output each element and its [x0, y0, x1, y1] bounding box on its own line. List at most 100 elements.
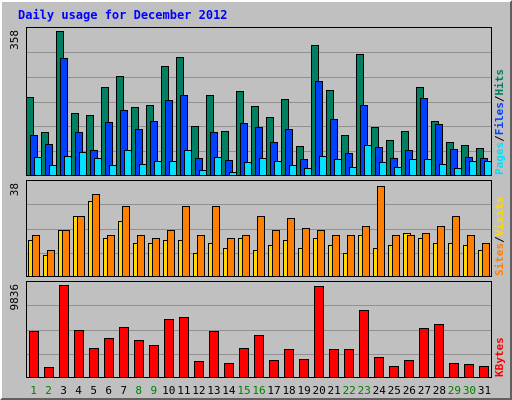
bar-kbytes-day-11 [179, 317, 189, 378]
bar-kbytes-day-27 [419, 328, 429, 378]
bar-pages-day-28 [439, 164, 447, 176]
x-tick-label-day-9: 9 [150, 384, 157, 397]
bar-kbytes-day-8 [134, 340, 144, 378]
bar-pages-day-21 [334, 159, 342, 176]
bar-kbytes-day-2 [44, 367, 54, 378]
x-tick-label-day-25: 25 [388, 384, 401, 397]
bar-pages-day-22 [349, 167, 357, 176]
bar-pages-day-18 [289, 165, 297, 176]
bar-sites-day-13 [212, 206, 220, 277]
legend-item-hits: Hits [493, 69, 506, 96]
bar-sites-day-11 [182, 206, 190, 277]
x-tick-label-day-7: 7 [120, 384, 127, 397]
y-axis-max-label-visits-sites: 38 [8, 183, 21, 196]
bar-pages-day-16 [259, 158, 267, 176]
bar-pages-day-1 [34, 157, 42, 176]
bar-pages-day-24 [379, 162, 387, 176]
bar-kbytes-day-1 [29, 331, 39, 378]
bar-pages-day-19 [304, 168, 312, 176]
bar-pages-day-25 [394, 167, 402, 176]
x-tick-label-day-23: 23 [358, 384, 371, 397]
bar-pages-day-13 [214, 157, 222, 176]
bar-pages-day-2 [49, 165, 57, 176]
legend-hits-files-pages: Pages/Files/Hits [493, 69, 506, 175]
bar-kbytes-day-28 [434, 324, 444, 378]
bar-sites-day-20 [317, 230, 325, 277]
bar-kbytes-day-3 [59, 285, 69, 378]
x-tick-label-day-6: 6 [105, 384, 112, 397]
legend-item-files: Files [493, 102, 506, 135]
bar-pages-day-6 [109, 165, 117, 176]
bar-kbytes-day-23 [359, 310, 369, 378]
x-tick-label-day-15: 15 [237, 384, 250, 397]
x-tick-label-day-16: 16 [252, 384, 265, 397]
bar-sites-day-22 [347, 235, 355, 277]
bar-sites-day-4 [77, 216, 85, 277]
bar-sites-day-23 [362, 226, 370, 277]
x-tick-label-day-5: 5 [90, 384, 97, 397]
legend-visits-sites: Sites/Visits [493, 197, 506, 277]
bar-kbytes-day-13 [209, 331, 219, 378]
bar-pages-day-12 [199, 170, 207, 176]
bar-pages-day-8 [139, 164, 147, 176]
bar-kbytes-day-21 [329, 349, 339, 378]
bar-sites-day-1 [32, 235, 40, 277]
x-tick-label-day-24: 24 [373, 384, 387, 397]
bar-kbytes-day-30 [464, 364, 474, 378]
x-tick-label-day-17: 17 [267, 384, 280, 397]
x-tick-label-day-20: 20 [313, 384, 326, 397]
chart-title: Daily usage for December 2012 [18, 8, 228, 22]
x-tick-label-day-27: 27 [418, 384, 431, 397]
x-tick-label-day-11: 11 [177, 384, 190, 397]
bar-sites-day-28 [437, 226, 445, 277]
x-tick-label-day-19: 19 [297, 384, 310, 397]
bar-kbytes-day-6 [104, 338, 114, 378]
x-tick-label-day-14: 14 [222, 384, 236, 397]
panel-visits-sites-border [26, 180, 492, 277]
bar-kbytes-day-12 [194, 361, 204, 378]
bar-pages-day-27 [424, 159, 432, 176]
bar-sites-day-6 [107, 235, 115, 277]
bar-pages-day-4 [79, 152, 87, 176]
y-axis-max-label-hits-files-pages: 358 [8, 30, 21, 50]
bar-pages-day-26 [409, 159, 417, 176]
bar-pages-day-7 [124, 150, 132, 176]
bar-sites-day-14 [227, 238, 235, 277]
x-tick-label-day-4: 4 [75, 384, 82, 397]
x-tick-label-day-18: 18 [282, 384, 295, 397]
bar-pages-day-11 [184, 150, 192, 176]
bar-kbytes-day-5 [89, 348, 99, 378]
x-tick-label-day-28: 28 [433, 384, 446, 397]
bar-pages-day-31 [484, 161, 492, 176]
legend-item-sites: Sites [493, 243, 506, 276]
bar-kbytes-day-24 [374, 357, 384, 378]
bar-kbytes-day-19 [299, 359, 309, 378]
x-tick-label-day-3: 3 [60, 384, 67, 397]
bar-kbytes-day-20 [314, 286, 324, 378]
panel-hits-files-pages-border [26, 27, 492, 176]
bar-pages-day-23 [364, 145, 372, 176]
bar-kbytes-day-15 [239, 348, 249, 378]
bar-pages-day-5 [94, 158, 102, 176]
bar-pages-day-15 [244, 162, 252, 176]
legend-item-visits: Visits [493, 197, 506, 237]
bar-pages-day-10 [169, 161, 177, 176]
bar-sites-day-7 [122, 206, 130, 277]
x-tick-label-day-8: 8 [135, 384, 142, 397]
bar-sites-day-16 [257, 216, 265, 277]
bar-sites-day-5 [92, 194, 100, 277]
bar-kbytes-day-14 [224, 363, 234, 378]
bar-pages-day-20 [319, 156, 327, 176]
bar-pages-day-9 [154, 161, 162, 176]
bar-kbytes-day-4 [74, 330, 84, 378]
legend-item-kbytes: KBytes [493, 337, 506, 377]
legend-separator: / [493, 135, 506, 142]
x-tick-label-day-1: 1 [30, 384, 37, 397]
bar-sites-day-10 [167, 230, 175, 277]
bar-pages-day-30 [469, 161, 477, 176]
x-tick-label-day-13: 13 [207, 384, 220, 397]
bar-sites-day-18 [287, 218, 295, 277]
bar-kbytes-day-26 [404, 360, 414, 378]
bar-sites-day-2 [47, 250, 55, 277]
